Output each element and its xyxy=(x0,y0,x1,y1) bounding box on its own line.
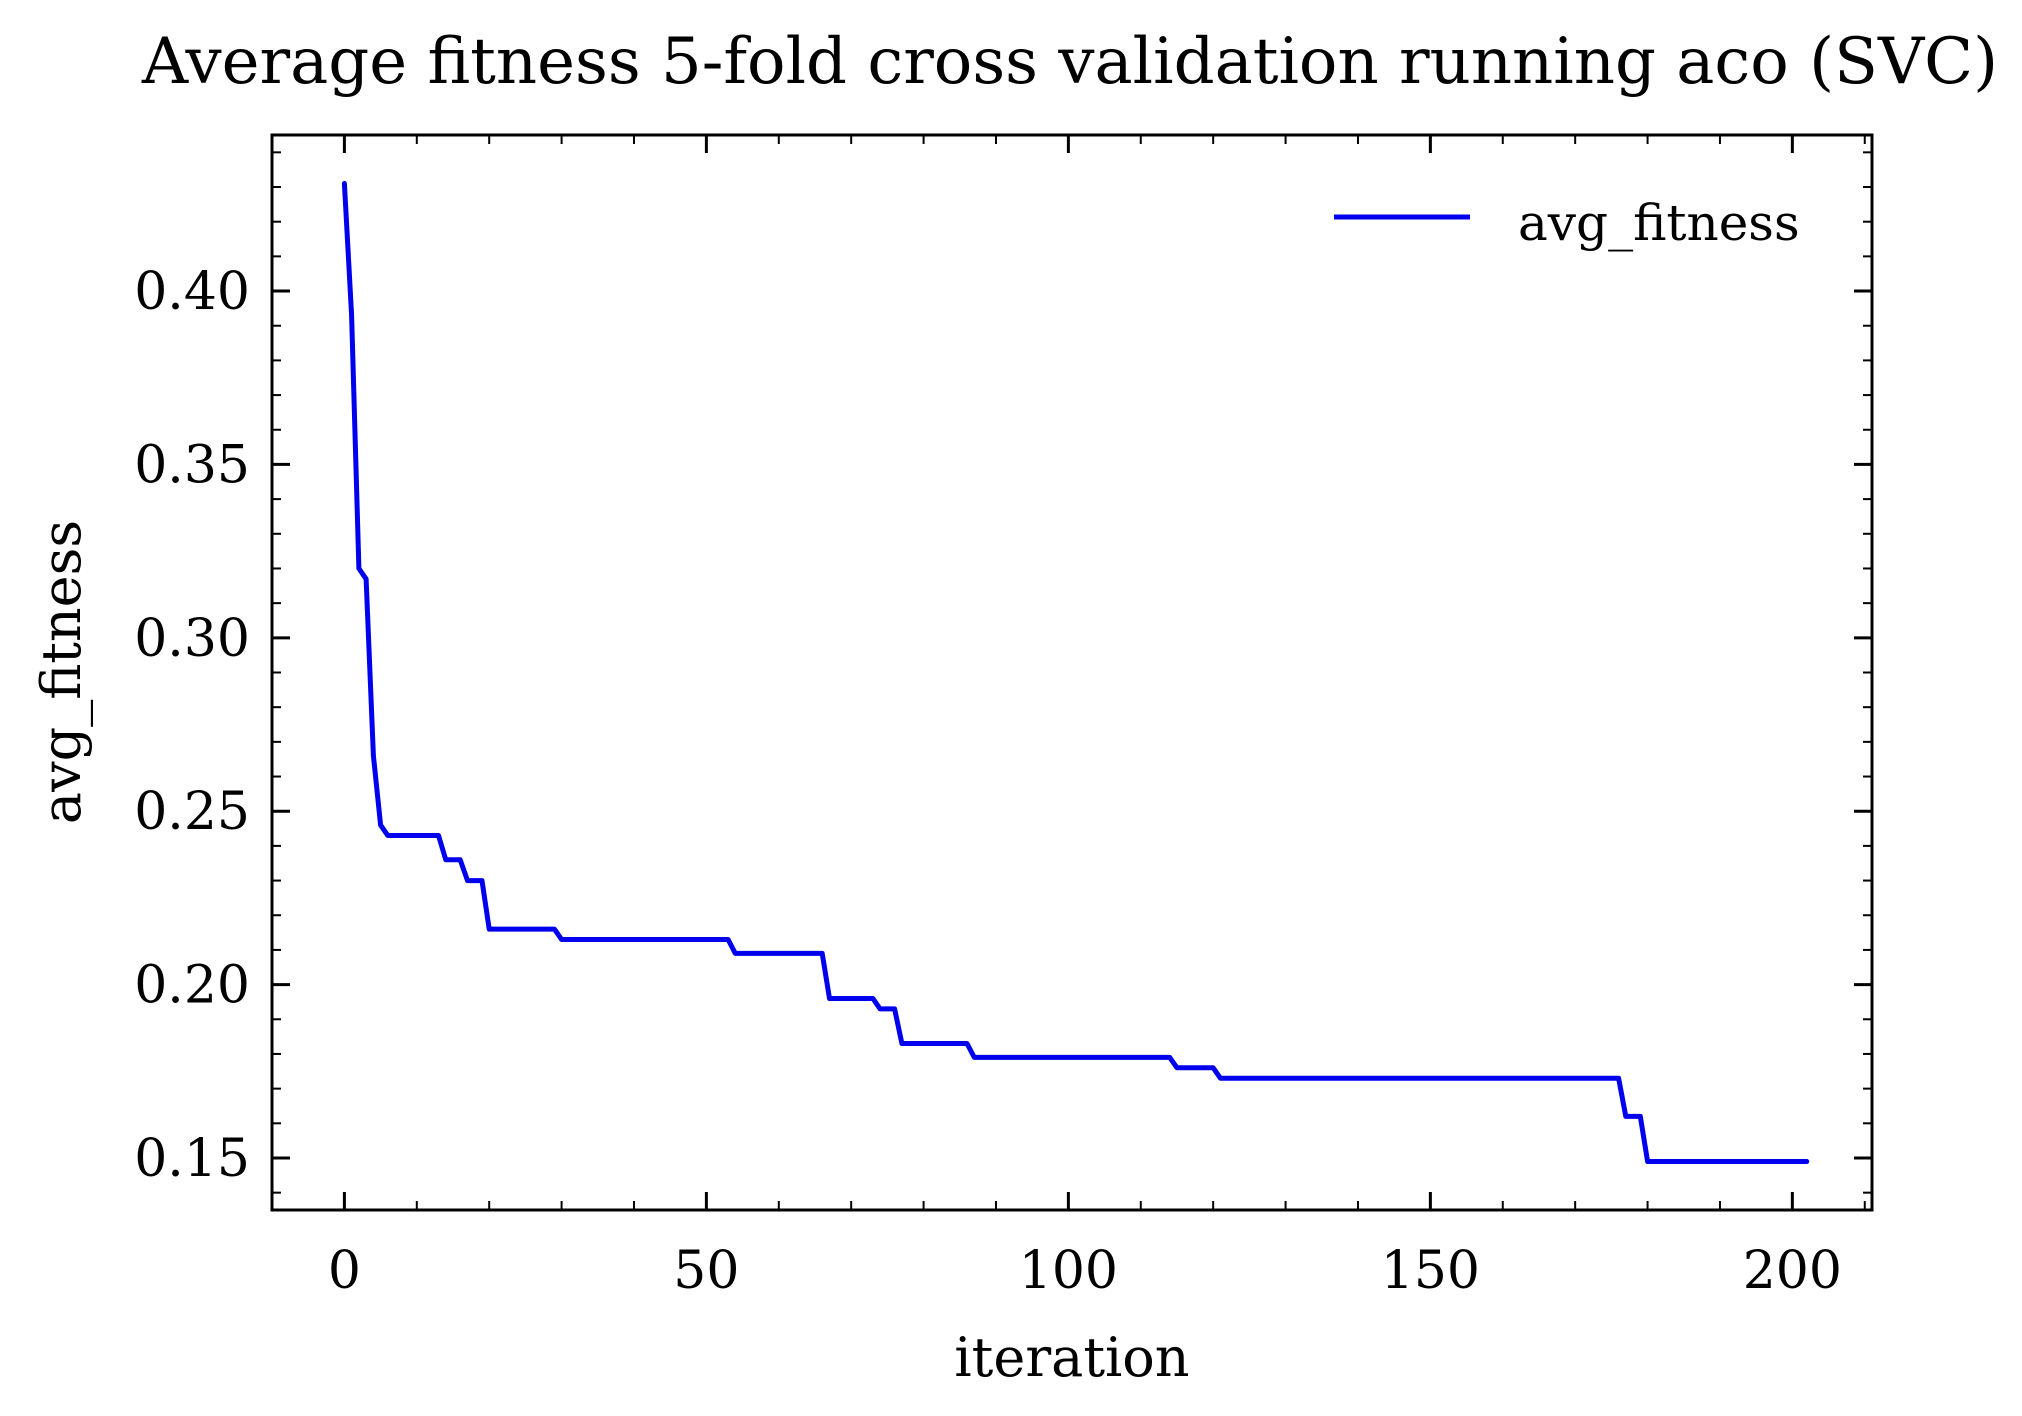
y-tick-label: 0.20 xyxy=(134,956,250,1016)
x-tick-label: 50 xyxy=(673,1241,739,1301)
series-line-avg-fitness xyxy=(341,181,1810,1164)
x-tick-label: 150 xyxy=(1381,1241,1480,1301)
legend-label-avg-fitness: avg_fitness xyxy=(1518,194,1800,252)
y-tick-label: 0.40 xyxy=(134,262,250,322)
x-axis-label: iteration xyxy=(954,1326,1189,1389)
x-tick-label: 100 xyxy=(1019,1241,1118,1301)
x-tick-label: 0 xyxy=(328,1241,361,1301)
chart-title: Average fitness 5-fold cross validation … xyxy=(141,25,1998,99)
tick-labels: 0 50 100 150 200 0.15 0.20 0.25 0.30 0.35 0.40 xyxy=(134,262,1842,1301)
axis-ticks xyxy=(271,135,1872,1210)
series-layer xyxy=(341,181,1810,1164)
x-tick-label: 200 xyxy=(1743,1241,1842,1301)
y-tick-label: 0.30 xyxy=(134,609,250,669)
y-axis-label: avg_fitness xyxy=(30,520,93,824)
y-tick-label: 0.25 xyxy=(134,782,250,842)
y-tick-label: 0.35 xyxy=(134,435,250,495)
y-tick-label: 0.15 xyxy=(134,1129,250,1189)
legend: avg_fitness xyxy=(1334,194,1800,252)
plot-frame xyxy=(270,133,1874,1212)
